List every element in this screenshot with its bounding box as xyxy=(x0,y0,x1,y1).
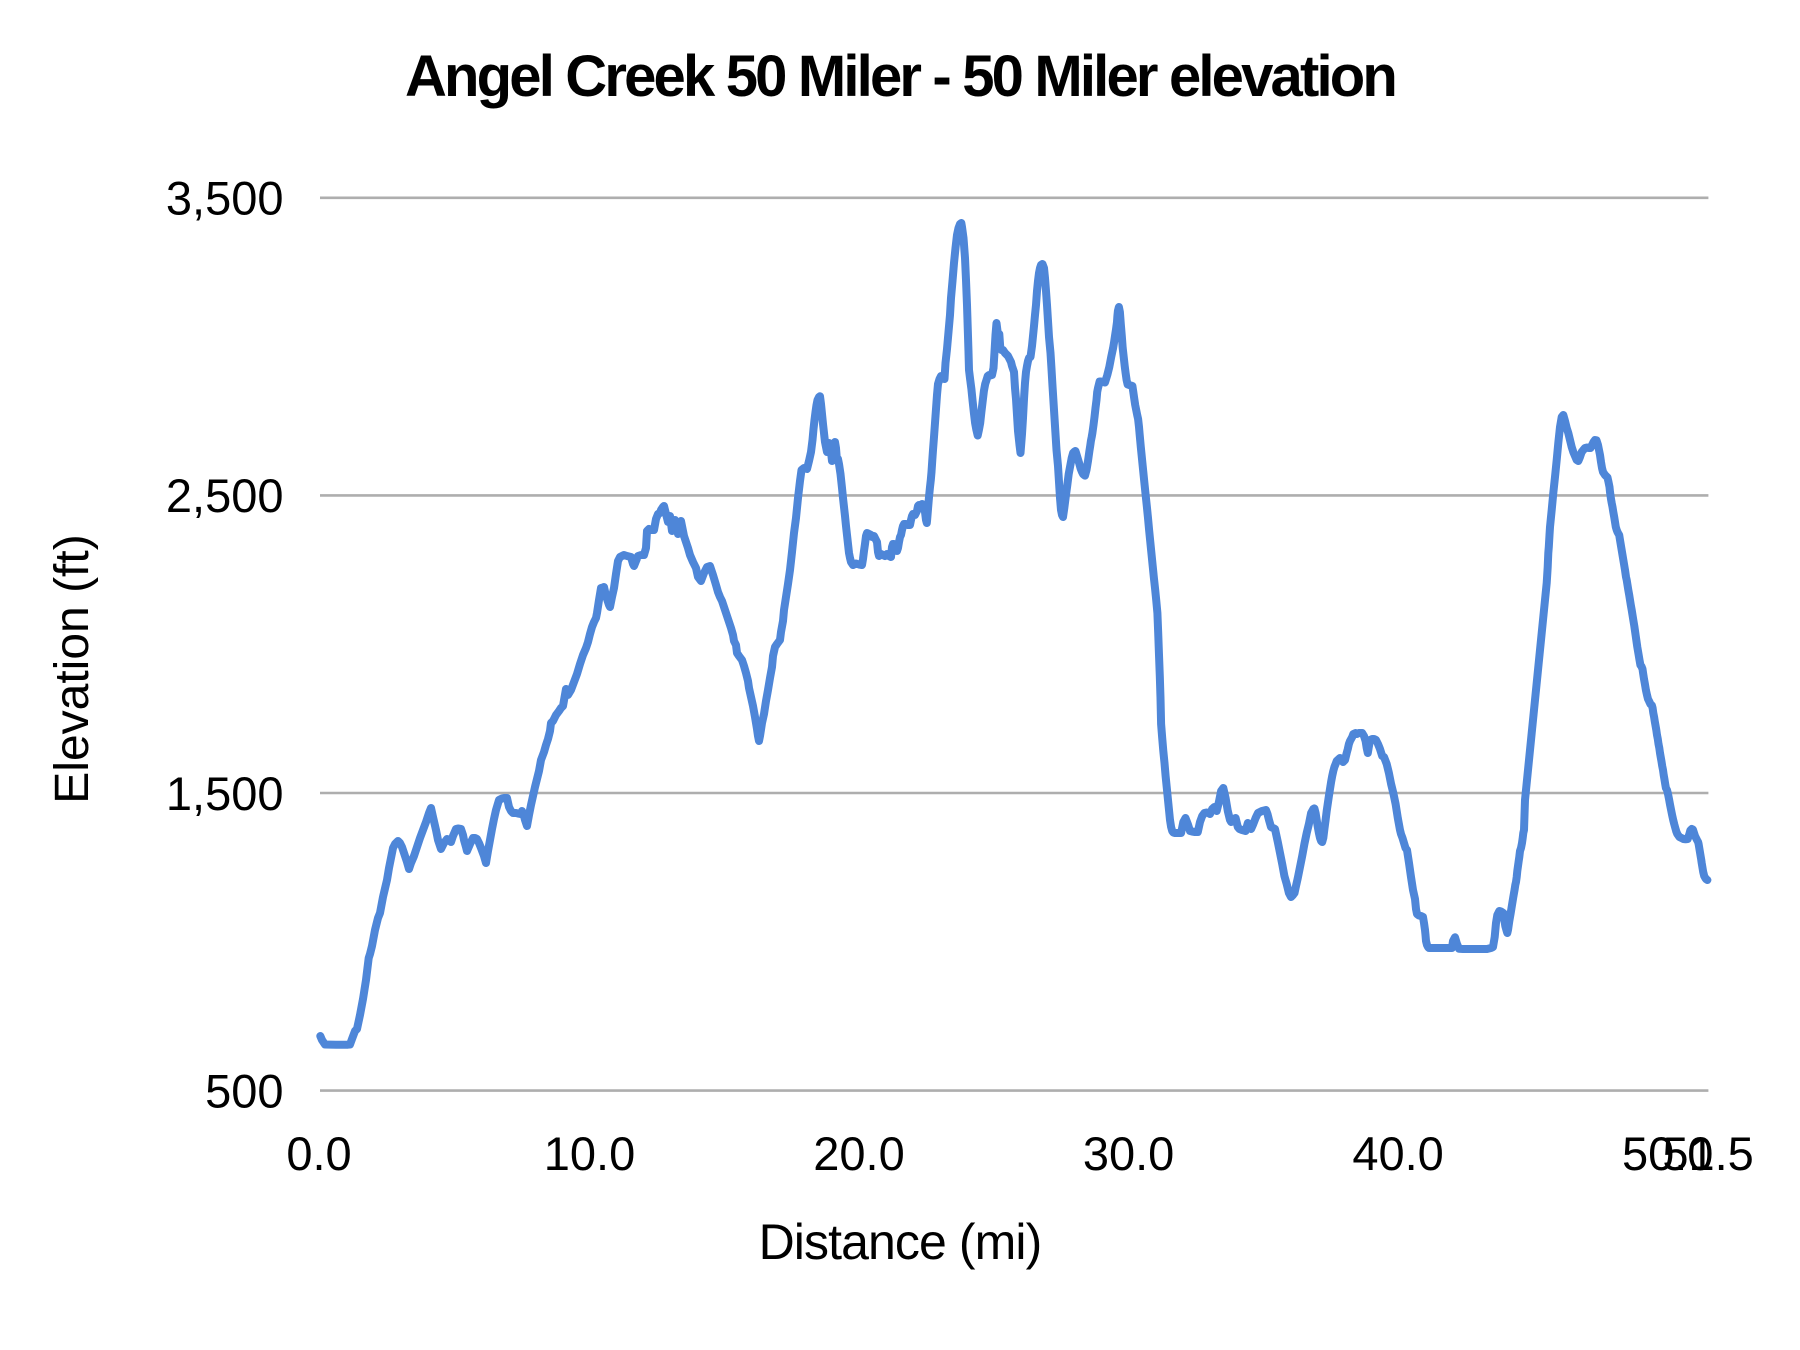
svg-text:10.0: 10.0 xyxy=(544,1127,635,1180)
svg-text:2,500: 2,500 xyxy=(166,469,284,522)
svg-text:Distance (mi): Distance (mi) xyxy=(759,1214,1042,1270)
svg-text:40.0: 40.0 xyxy=(1352,1127,1443,1180)
svg-text:51.5: 51.5 xyxy=(1662,1127,1753,1180)
svg-text:Elevation (ft): Elevation (ft) xyxy=(46,534,99,803)
svg-text:30.0: 30.0 xyxy=(1083,1127,1174,1180)
svg-text:0.0: 0.0 xyxy=(286,1127,351,1180)
svg-text:50.0: 50.0 xyxy=(1622,1127,1713,1180)
svg-text:Angel Creek 50 Miler - 50 Mile: Angel Creek 50 Miler - 50 Miler elevatio… xyxy=(405,44,1395,109)
svg-text:500: 500 xyxy=(205,1064,283,1117)
svg-text:3,500: 3,500 xyxy=(166,172,284,225)
svg-text:20.0: 20.0 xyxy=(813,1127,904,1180)
svg-text:1,500: 1,500 xyxy=(166,767,284,820)
